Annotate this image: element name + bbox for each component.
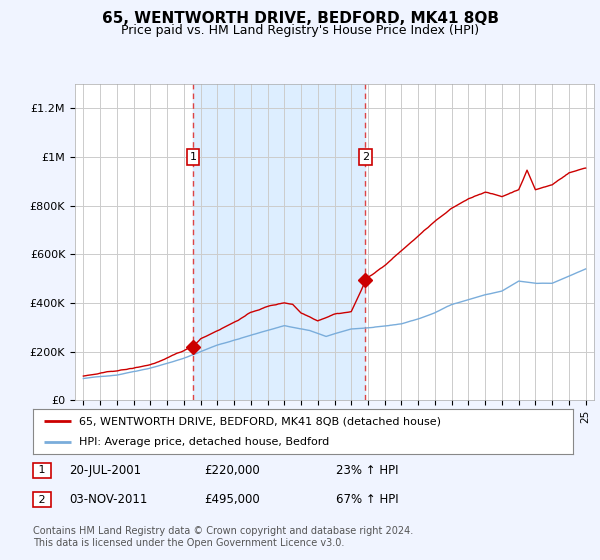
Text: 1: 1 [190, 152, 197, 162]
Text: 67% ↑ HPI: 67% ↑ HPI [336, 493, 398, 506]
Text: 1: 1 [35, 465, 49, 475]
Text: 2: 2 [362, 152, 369, 162]
Text: £495,000: £495,000 [204, 493, 260, 506]
Text: 23% ↑ HPI: 23% ↑ HPI [336, 464, 398, 477]
Text: Price paid vs. HM Land Registry's House Price Index (HPI): Price paid vs. HM Land Registry's House … [121, 24, 479, 36]
Text: Contains HM Land Registry data © Crown copyright and database right 2024.
This d: Contains HM Land Registry data © Crown c… [33, 526, 413, 548]
Text: 03-NOV-2011: 03-NOV-2011 [69, 493, 148, 506]
Text: 2: 2 [35, 494, 49, 505]
Text: £220,000: £220,000 [204, 464, 260, 477]
Text: 65, WENTWORTH DRIVE, BEDFORD, MK41 8QB: 65, WENTWORTH DRIVE, BEDFORD, MK41 8QB [101, 11, 499, 26]
Text: HPI: Average price, detached house, Bedford: HPI: Average price, detached house, Bedf… [79, 437, 329, 447]
Text: 65, WENTWORTH DRIVE, BEDFORD, MK41 8QB (detached house): 65, WENTWORTH DRIVE, BEDFORD, MK41 8QB (… [79, 416, 441, 426]
Text: 20-JUL-2001: 20-JUL-2001 [69, 464, 141, 477]
Bar [193, 84, 365, 400]
